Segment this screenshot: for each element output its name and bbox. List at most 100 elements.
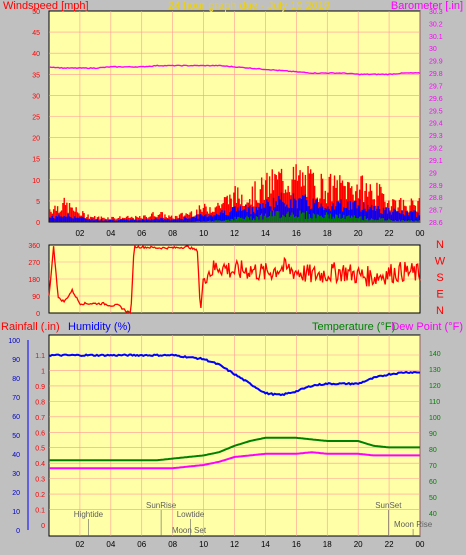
barometer-tick: 30.1 bbox=[429, 34, 443, 41]
humidity-tick: 0 bbox=[16, 528, 20, 535]
direction-tick: 0 bbox=[36, 311, 40, 318]
hour-tick: 16 bbox=[292, 540, 301, 549]
windspeed-tick: 40 bbox=[32, 51, 40, 58]
humidity-tick: 70 bbox=[12, 395, 20, 402]
humidity-tick: 90 bbox=[12, 357, 20, 364]
compass-letter: N bbox=[436, 305, 444, 317]
rainfall-tick: 0.9 bbox=[35, 384, 45, 391]
wind-baro-marks bbox=[48, 64, 421, 222]
barometer-tick: 28.7 bbox=[429, 208, 443, 215]
hour-tick: 02 bbox=[75, 229, 84, 238]
rainfall-tick: 0.3 bbox=[35, 477, 45, 484]
event-label: Moon Rise bbox=[394, 520, 433, 529]
rainfall-tick: 0 bbox=[41, 523, 45, 530]
compass-letter: S bbox=[436, 272, 443, 284]
hour-tick: 04 bbox=[106, 229, 115, 238]
barometer-tick: 30.3 bbox=[429, 9, 443, 16]
hour-tick: 12 bbox=[230, 229, 239, 238]
humidity-tick-labels: 0 10 20 30 40 50 60 70 80 90 100 bbox=[8, 338, 20, 535]
temperature-tick: 70 bbox=[429, 463, 437, 470]
barometer-tick: 29.6 bbox=[429, 96, 443, 103]
hour-tick: 14 bbox=[261, 540, 270, 549]
rainfall-tick: 0.6 bbox=[35, 430, 45, 437]
barometer-axis-label: Barometer [.in] bbox=[391, 0, 463, 12]
humidity-tick: 100 bbox=[8, 338, 20, 345]
windspeed-tick: 10 bbox=[32, 178, 40, 185]
temperature-tick: 50 bbox=[429, 495, 437, 502]
event-label: Moon Set bbox=[172, 526, 207, 535]
barometer-tick: 29.8 bbox=[429, 71, 443, 78]
humidity-tick: 20 bbox=[12, 490, 20, 497]
windspeed-tick: 5 bbox=[36, 199, 40, 206]
temp-humidity-grid bbox=[49, 335, 421, 536]
temperature-tick: 130 bbox=[429, 367, 441, 374]
hour-tick: 14 bbox=[261, 229, 270, 238]
barometer-tick-labels: 28.6 28.7 28.8 28.9 29 29.1 29.2 29.3 29.4 29.5 29… bbox=[429, 9, 443, 227]
humidity-tick: 80 bbox=[12, 376, 20, 383]
windspeed-tick: 0 bbox=[36, 220, 40, 227]
temperature-tick: 80 bbox=[429, 447, 437, 454]
wind-baro-grid bbox=[49, 11, 421, 222]
windspeed-tick: 45 bbox=[32, 30, 40, 37]
barometer-tick: 29.1 bbox=[429, 158, 443, 165]
windspeed-tick: 30 bbox=[32, 93, 40, 100]
barometer-tick: 29.4 bbox=[429, 121, 443, 128]
rainfall-tick: 0.7 bbox=[35, 415, 45, 422]
hour-tick: 12 bbox=[230, 540, 239, 549]
event-label: Hightide bbox=[74, 510, 104, 519]
hour-tick: 08 bbox=[168, 540, 177, 549]
rainfall-tick: 0.8 bbox=[35, 399, 45, 406]
hour-tick: 20 bbox=[354, 540, 363, 549]
barometer-tick: 28.8 bbox=[429, 195, 443, 202]
hour-tick: 10 bbox=[199, 229, 208, 238]
compass-letter: W bbox=[435, 256, 446, 268]
wind-direction-line bbox=[48, 244, 421, 315]
barometer-tick: 29.9 bbox=[429, 59, 443, 66]
temp-humidity-marks bbox=[48, 353, 421, 470]
direction-tick: 360 bbox=[28, 243, 40, 250]
temperature-tick: 100 bbox=[429, 415, 441, 422]
hour-tick: 16 bbox=[292, 229, 301, 238]
rainfall-tick: 0.1 bbox=[35, 508, 45, 515]
humidity-tick: 30 bbox=[12, 471, 20, 478]
temp-humidity-hour-labels: 02 04 06 08 10 12 14 16 18 20 22 00 bbox=[75, 540, 425, 549]
dewpoint-axis-label: Dew Point (°F) bbox=[391, 321, 463, 333]
windspeed-tick-labels: 0 5 10 15 20 25 30 35 40 45 50 bbox=[32, 9, 40, 227]
temperature-tick: 120 bbox=[429, 383, 441, 390]
barometer-tick: 29.2 bbox=[429, 146, 443, 153]
temperature-tick: 40 bbox=[429, 511, 437, 518]
direction-tick-labels: 0 90 180 270 360 bbox=[28, 243, 40, 318]
windspeed-axis-label: Windspeed [mph] bbox=[3, 0, 89, 12]
windspeed-tick: 35 bbox=[32, 72, 40, 79]
humidity-tick: 50 bbox=[12, 433, 20, 440]
rainfall-tick-labels: 0 0.1 0.2 0.3 0.4 0.5 0.6 0.7 0.8 0.9 1 1.1 bbox=[35, 353, 45, 530]
compass-letter: E bbox=[436, 289, 443, 301]
hour-tick: 18 bbox=[323, 229, 332, 238]
hour-tick: 06 bbox=[137, 229, 146, 238]
temperature-tick: 60 bbox=[429, 479, 437, 486]
direction-tick: 270 bbox=[28, 260, 40, 267]
humidity-axis-label: Humidity (%) bbox=[68, 321, 131, 333]
wind-direction-grid bbox=[49, 245, 420, 313]
barometer-tick: 29.7 bbox=[429, 83, 443, 90]
hour-tick: 10 bbox=[199, 540, 208, 549]
hour-tick: 22 bbox=[385, 229, 394, 238]
graph-title: 24 hour graph due - July 19 2019 bbox=[168, 0, 330, 12]
rainfall-tick: 1.1 bbox=[35, 353, 45, 360]
humidity-line bbox=[48, 353, 421, 397]
barometer-tick: 28.6 bbox=[429, 220, 443, 227]
temperature-axis-label: Temperature (°F) bbox=[312, 321, 395, 333]
hour-tick: 04 bbox=[106, 540, 115, 549]
rainfall-axis-label: Rainfall (.in) bbox=[1, 321, 60, 333]
temperature-line bbox=[49, 436, 420, 462]
event-label: SunRise bbox=[146, 501, 177, 510]
temperature-tick: 140 bbox=[429, 351, 441, 358]
windspeed-tick: 50 bbox=[32, 9, 40, 16]
barometer-tick: 30 bbox=[429, 46, 437, 53]
rainfall-tick: 1 bbox=[41, 368, 45, 375]
hour-tick: 18 bbox=[323, 540, 332, 549]
event-label: Lowtide bbox=[177, 510, 205, 519]
barometer-line bbox=[49, 64, 421, 76]
